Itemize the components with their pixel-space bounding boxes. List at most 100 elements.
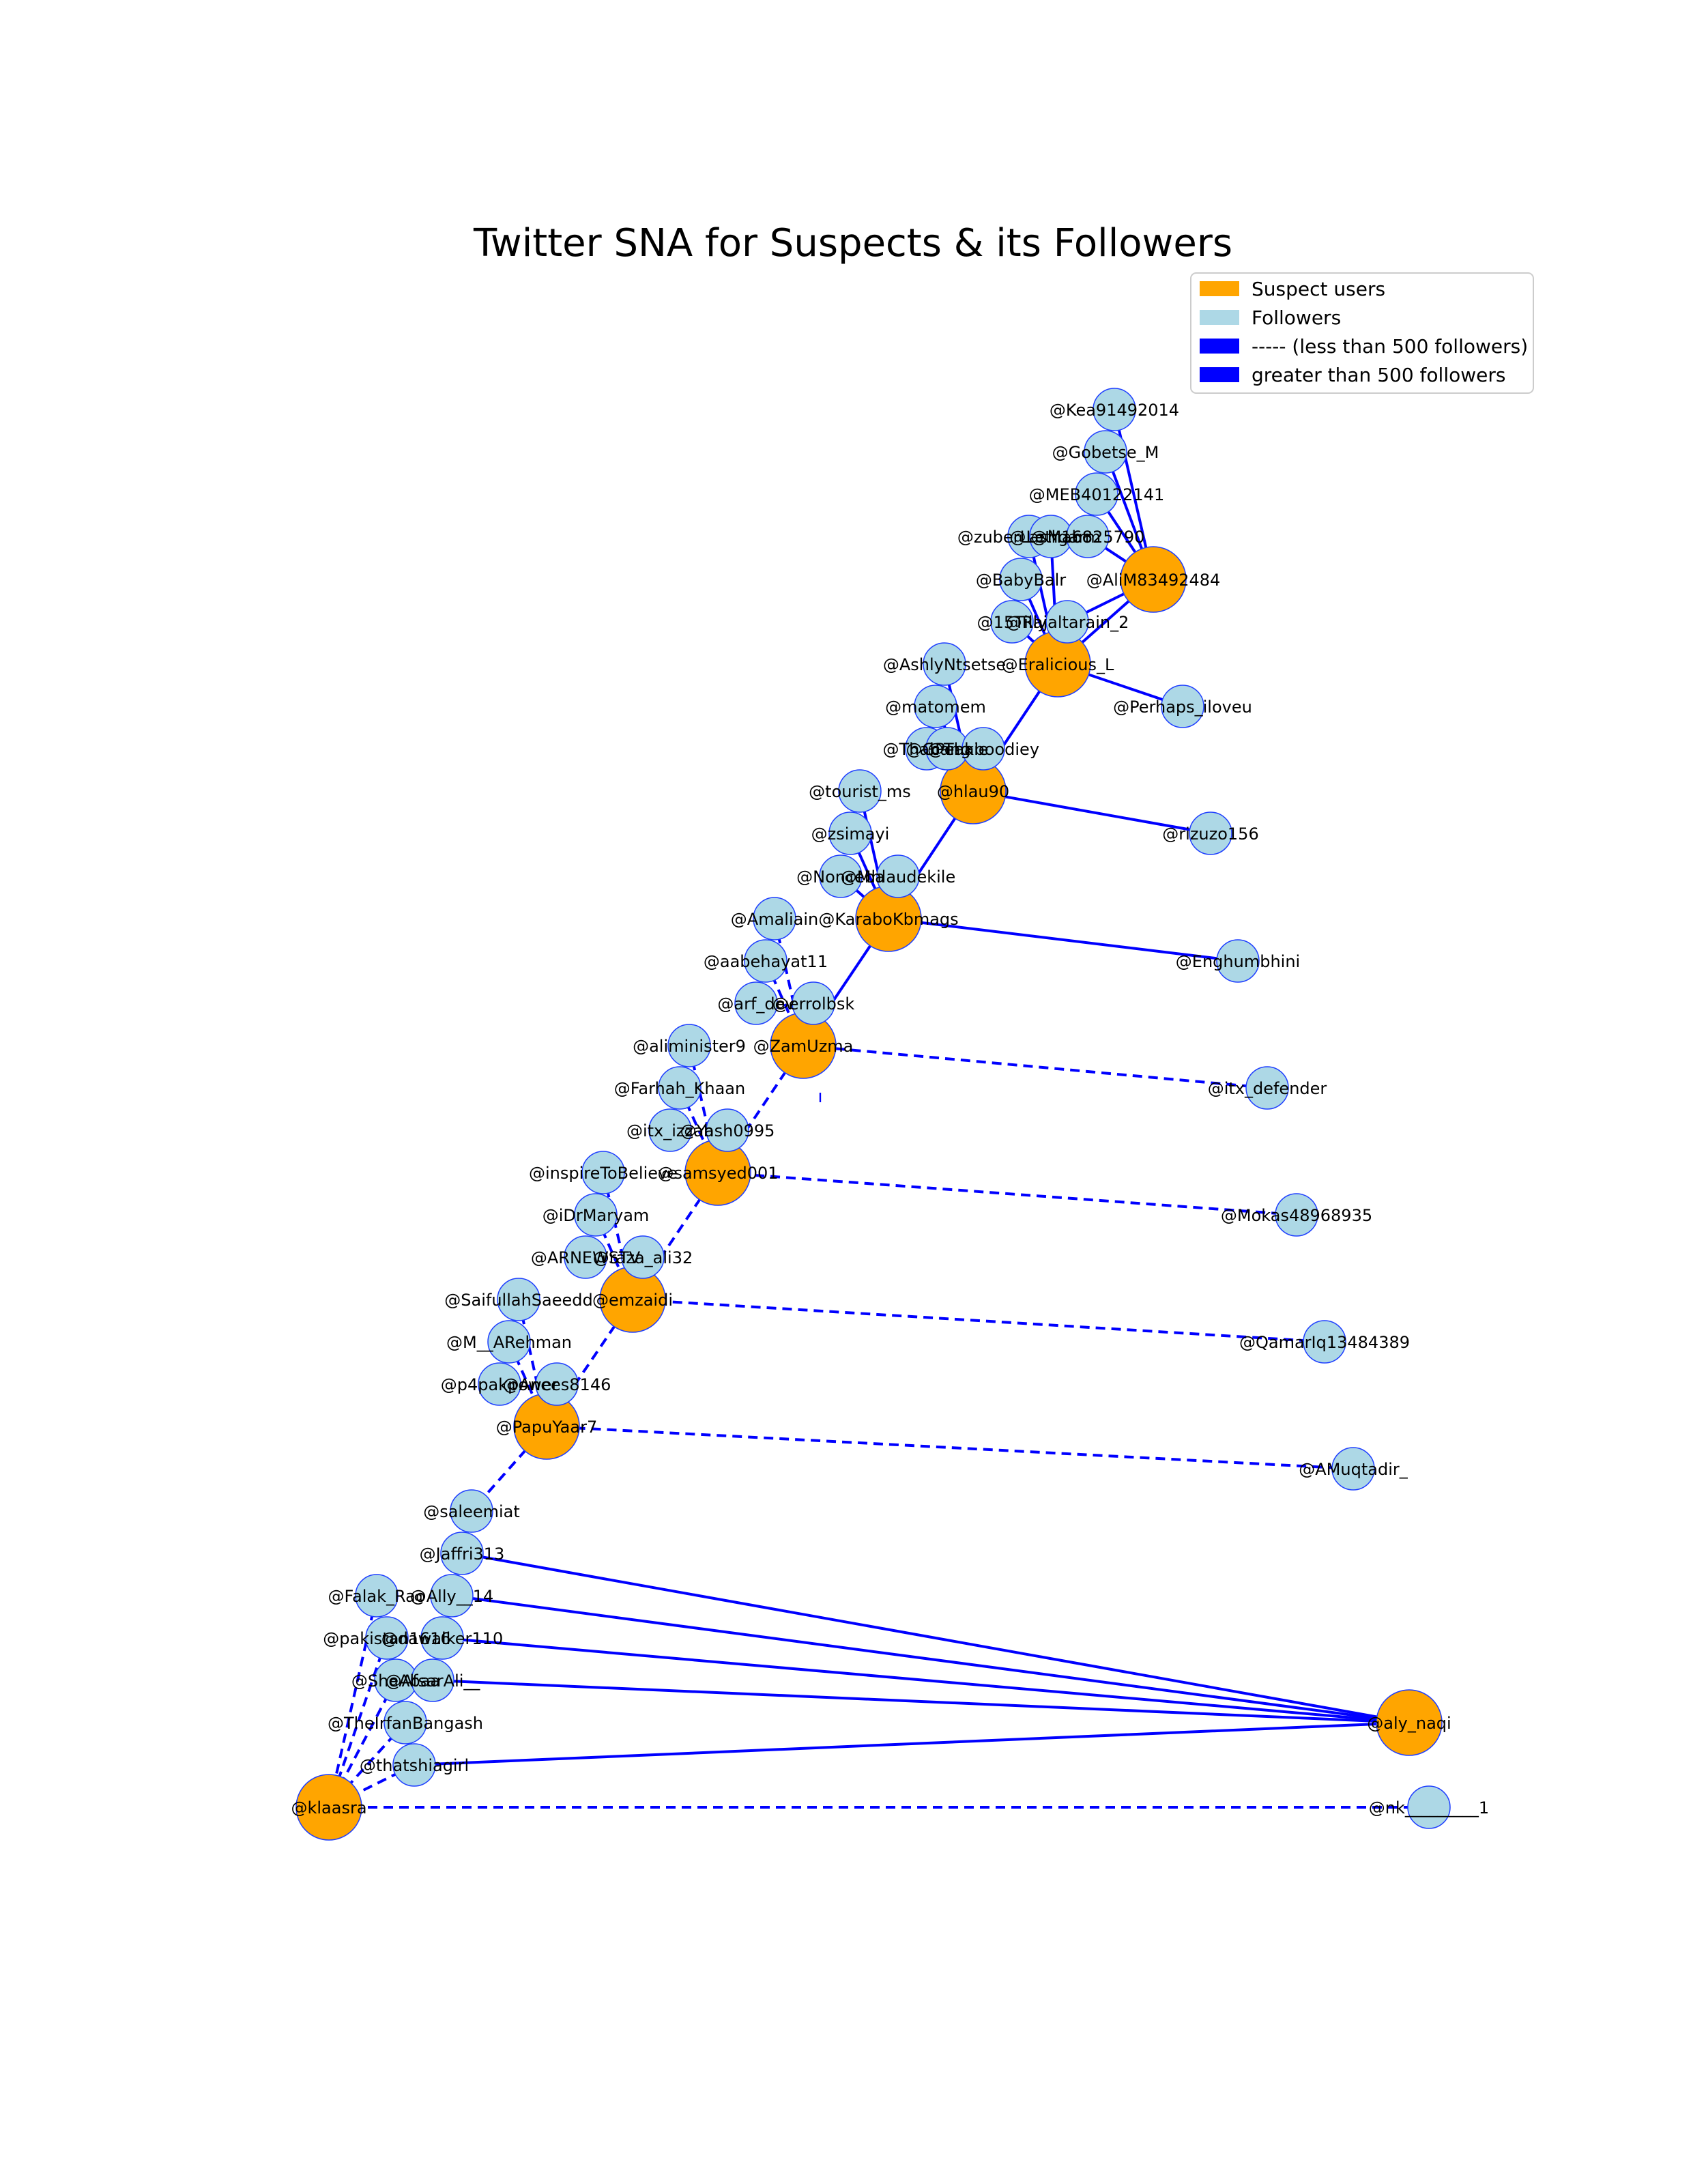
node-label-iDrMaryam: @iDrMaryam (543, 1206, 650, 1225)
follower-node-itx_defender[interactable] (1245, 1066, 1289, 1110)
node-label-Ally__14: @Ally__14 (410, 1587, 494, 1606)
follower-node-itx_izzah[interactable] (648, 1108, 692, 1152)
node-label-GPeakie: @GPeakie (906, 740, 988, 759)
follower-node-rizuzo156[interactable] (1189, 811, 1232, 855)
follower-node-zsimayi[interactable] (828, 811, 872, 855)
node-label-Falak_Rao: @Falak_Rao (328, 1587, 425, 1606)
follower-node-dawalker110[interactable] (420, 1616, 464, 1660)
follower-node-raza_ali32[interactable] (621, 1235, 665, 1279)
follower-node-Gobetse_M[interactable] (1084, 430, 1127, 474)
follower-node-Nonceba[interactable] (819, 854, 863, 898)
follower-node-Anees8146[interactable] (535, 1362, 579, 1406)
follower-node-Ally__14[interactable] (430, 1574, 474, 1618)
edge-Amaliain-ZamUzma (773, 918, 805, 1046)
follower-node-aabehayat11[interactable] (744, 939, 787, 983)
follower-node-Thaboodiey[interactable] (962, 727, 1005, 771)
edge-AMuqtadir_-PapuYaar7 (546, 1425, 1354, 1470)
edge-Mokas48968935-samsyed001 (717, 1171, 1297, 1216)
follower-node-thatshiagirl[interactable] (392, 1743, 436, 1787)
legend-frame (1190, 272, 1534, 394)
node-label-Thabang: @Thabang (883, 740, 971, 759)
follower-node-SaifullahSaeedd[interactable] (497, 1278, 540, 1321)
follower-node-pakistan1616[interactable] (365, 1616, 409, 1660)
suspect-node-AliM83492484[interactable] (1120, 546, 1187, 613)
node-label-Gobetse_M: @Gobetse_M (1052, 443, 1159, 462)
node-label-Amaliain: @Amaliain (731, 910, 818, 929)
node-label-zsimayi: @zsimayi (811, 824, 890, 844)
node-label-Anees8146: @Anees8146 (503, 1375, 611, 1394)
follower-node-inspireToBelieve[interactable] (581, 1151, 625, 1194)
node-label-Lethabo: @Lethabo (1010, 528, 1093, 547)
node-label-nk_________1: @nk_________1 (1369, 1798, 1489, 1817)
suspect-node-aly_naqi[interactable] (1376, 1689, 1443, 1756)
node-label-ZamUzma: @ZamUzma (753, 1037, 854, 1056)
edge-Enghumbhini-KaraboKbmags (888, 917, 1239, 962)
node-label-PapuYaar7: @PapuYaar7 (496, 1418, 597, 1437)
follower-node-BabyBalr[interactable] (999, 558, 1043, 601)
follower-node-Mokas48968935[interactable] (1275, 1193, 1318, 1237)
suspect-node-klaasra[interactable] (295, 1774, 362, 1841)
node-label-Yash0995: @Yash0995 (680, 1121, 775, 1140)
node-label-Jaffri313: @Jaffri313 (420, 1544, 505, 1564)
follower-node-Qamarlq13484389[interactable] (1303, 1320, 1346, 1364)
follower-node-M__ARehman[interactable] (487, 1320, 531, 1364)
node-label-Perhaps_iloveu: @Perhaps_iloveu (1113, 698, 1252, 717)
follower-node-15Tilly[interactable] (990, 600, 1034, 644)
node-label-Nonceba: @Nonceba (796, 867, 885, 887)
legend-label-strong-link: greater than 500 followers (1252, 364, 1505, 386)
follower-node-AMuqtadir_[interactable] (1331, 1447, 1375, 1491)
follower-node-TheIrfanBangash[interactable] (384, 1701, 427, 1744)
follower-node-Kea91492014[interactable] (1093, 388, 1136, 431)
node-label-Mokas48968935: @Mokas48968935 (1221, 1206, 1372, 1225)
follower-node-Amaliain[interactable] (753, 897, 796, 940)
node-label-M__ARehman: @M__ARehman (446, 1333, 572, 1352)
node-label-tourist_ms: @tourist_ms (809, 782, 911, 801)
node-label-SheAbaa: @SheAbaa (351, 1671, 440, 1691)
node-label-aliminister9: @aliminister9 (633, 1037, 746, 1056)
edge-Qamarlq13484389-emzaidi (632, 1298, 1325, 1343)
node-label-Kea91492014: @Kea91492014 (1050, 401, 1179, 420)
node-label-Thaboodiey: @Thaboodiey (927, 740, 1039, 759)
follower-node-matomem[interactable] (914, 685, 957, 728)
node-label-SaifullahSaeedd: @SaifullahSaeedd (444, 1291, 592, 1310)
node-label-raza_ali32: @raza_ali32 (593, 1248, 693, 1267)
node-label-AshlyNtsetse: @AshlyNtsetse (883, 655, 1006, 674)
follower-node-tourist_ms[interactable] (838, 769, 882, 813)
node-label-Rajaltarain_2: @Rajaltarain_2 (1006, 613, 1129, 632)
node-label-aabehayat11: @aabehayat11 (704, 952, 828, 971)
follower-node-Perhaps_iloveu[interactable] (1161, 685, 1204, 728)
node-label-TheIrfanBangash: @TheIrfanBangash (328, 1714, 483, 1733)
follower-node-Falak_Rao[interactable] (355, 1574, 399, 1618)
follower-node-Farhah_Khaan[interactable] (658, 1066, 702, 1110)
node-label-saleemiat: @saleemiat (423, 1502, 520, 1521)
follower-node-errolbsk[interactable] (792, 981, 835, 1025)
labels-layer: @AliM83492484 @Eralicious_L @hlau90 @Karabo… (291, 401, 1489, 1817)
follower-node-AshlyNtsetse[interactable] (923, 642, 966, 686)
node-label-emzaidi: @emzaidi (592, 1291, 673, 1310)
follower-node-ARNEWSTV[interactable] (564, 1235, 607, 1279)
node-label-dawalker110: @dawalker110 (381, 1629, 503, 1648)
follower-node-M16825790[interactable] (1066, 515, 1110, 558)
follower-node-Jaffri313[interactable] (440, 1532, 484, 1575)
follower-node-AfsarAli__[interactable] (411, 1658, 454, 1702)
node-label-errolbsk: @errolbsk (772, 994, 855, 1014)
follower-node-MEB40122141[interactable] (1075, 472, 1118, 516)
follower-node-aliminister9[interactable] (667, 1024, 711, 1067)
legend-label-weak-link: ----- (less than 500 followers) (1252, 335, 1528, 358)
follower-node-iDrMaryam[interactable] (574, 1193, 618, 1237)
follower-node-saleemiat[interactable] (450, 1489, 493, 1533)
follower-node-Enghumbhini[interactable] (1216, 939, 1260, 983)
edge-Ally__14-aly_naqi (451, 1594, 1410, 1724)
legend: Suspect users Followers ----- (less than… (1190, 272, 1534, 394)
node-label-itx_izzah: @itx_izzah (626, 1121, 714, 1140)
follower-node-p4pakpower[interactable] (478, 1362, 521, 1406)
node-label-MEB40122141: @MEB40122141 (1029, 485, 1165, 504)
follower-node-Rajaltarain_2[interactable] (1045, 600, 1089, 644)
follower-node-arf_dev[interactable] (734, 981, 778, 1025)
follower-node-nk_________1[interactable] (1407, 1785, 1451, 1829)
follower-node-Mhlaudekile[interactable] (876, 854, 920, 898)
legend-swatch-follower (1200, 310, 1239, 325)
follower-node-Yash0995[interactable] (706, 1108, 749, 1152)
edge-Jaffri313-aly_naqi (461, 1552, 1410, 1724)
node-label-samsyed001: @samsyed001 (657, 1164, 778, 1183)
